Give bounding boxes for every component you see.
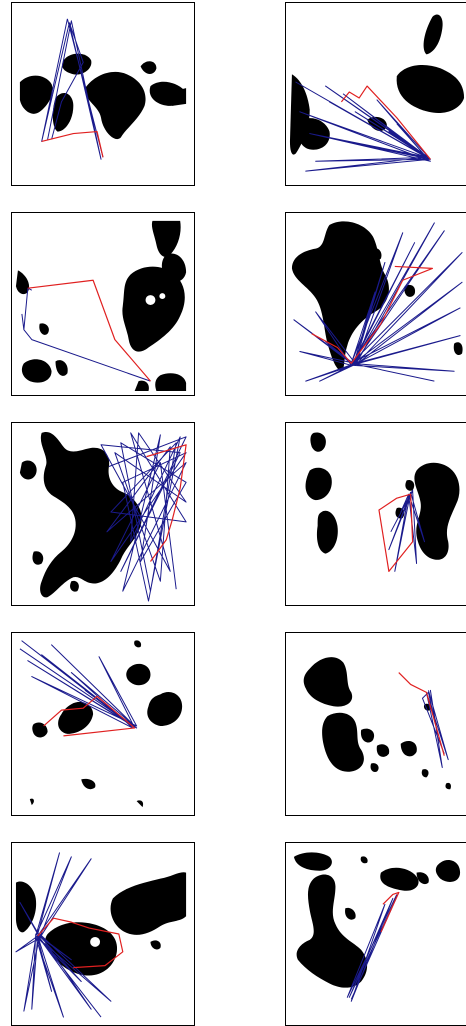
- panel-4-canvas: [291, 221, 463, 382]
- obstacle: [15, 270, 30, 295]
- obstacle: [58, 701, 94, 734]
- obstacle: [150, 940, 161, 950]
- obstacle: [310, 432, 326, 452]
- obstacle: [360, 856, 368, 864]
- obstacle: [19, 460, 37, 480]
- obstacle: [435, 860, 461, 882]
- obstacle: [126, 663, 151, 686]
- obstacle: [345, 907, 356, 920]
- panel-2-canvas: [289, 14, 465, 172]
- exploration-tree: [295, 81, 431, 172]
- obstacle: [372, 248, 382, 261]
- obstacle: [140, 61, 157, 74]
- planned-path: [37, 917, 124, 969]
- panel-1-canvas: [19, 18, 187, 160]
- panel-9-canvas: [15, 852, 187, 1018]
- obstacle: [62, 53, 92, 75]
- obstacle: [147, 691, 183, 726]
- obstacle: [380, 867, 419, 891]
- obstacle: [293, 852, 332, 871]
- exploration-tree: [422, 689, 449, 769]
- obstacle: [360, 728, 375, 743]
- obstacle: [322, 712, 364, 772]
- obstacle: [21, 359, 52, 383]
- obstacle: [414, 462, 460, 560]
- obstacle: [29, 798, 34, 806]
- obstacle: [404, 284, 416, 297]
- obstacle: [136, 800, 144, 808]
- obstacle: [151, 220, 181, 257]
- planned-path: [380, 891, 400, 933]
- panel-7-canvas: [19, 640, 183, 808]
- obstacle: [19, 75, 53, 114]
- obstacle: [70, 580, 79, 592]
- obstacle: [296, 874, 368, 988]
- obstacle-hole: [90, 936, 101, 947]
- exploration-tree: [293, 222, 463, 382]
- panel-6: [285, 422, 466, 606]
- panel-7: [11, 632, 195, 816]
- obstacle-hole: [145, 295, 156, 305]
- panel-6-canvas: [305, 432, 460, 572]
- panel-2: [285, 2, 466, 186]
- obstacle: [305, 467, 332, 501]
- obstacle-hole: [159, 293, 166, 300]
- obstacle: [400, 740, 417, 757]
- obstacle: [81, 778, 96, 790]
- obstacle: [370, 763, 379, 772]
- obstacle: [445, 782, 451, 790]
- obstacle: [423, 14, 443, 55]
- obstacle: [161, 253, 187, 282]
- panel-10-canvas: [293, 852, 461, 1002]
- planned-path: [43, 695, 136, 737]
- obstacle: [39, 323, 49, 335]
- obstacle: [367, 116, 387, 131]
- obstacle: [396, 65, 465, 114]
- panel-8-canvas: [303, 657, 451, 790]
- exploration-tree: [100, 432, 187, 602]
- obstacle: [421, 769, 429, 778]
- obstacle: [298, 118, 330, 150]
- obstacle: [405, 479, 415, 491]
- obstacle: [170, 88, 187, 106]
- planned-path: [41, 130, 104, 158]
- obstacle: [453, 342, 463, 355]
- planned-path: [27, 279, 151, 382]
- panel-5: [11, 422, 195, 606]
- obstacle: [110, 872, 187, 935]
- planned-path: [398, 672, 445, 756]
- exploration-tree: [15, 852, 112, 1018]
- panel-4: [285, 212, 466, 396]
- panel-1: [11, 2, 195, 186]
- planned-path: [146, 444, 187, 562]
- panel-9: [11, 842, 195, 1026]
- obstacle: [40, 431, 142, 598]
- obstacle: [32, 722, 48, 738]
- planned-path: [340, 85, 431, 160]
- panel-3-canvas: [15, 220, 187, 392]
- obstacle: [291, 221, 389, 372]
- obstacle: [15, 881, 37, 933]
- obstacle: [316, 510, 338, 554]
- obstacle: [134, 640, 142, 648]
- obstacle: [55, 360, 68, 376]
- planned-path: [378, 493, 414, 572]
- obstacle: [303, 657, 353, 707]
- obstacle: [32, 551, 44, 565]
- panel-3: [11, 212, 195, 396]
- obstacle: [85, 71, 146, 140]
- exploration-tree: [388, 489, 425, 572]
- panel-5-canvas: [19, 431, 187, 602]
- obstacle: [416, 872, 429, 885]
- planned-path: [311, 265, 433, 364]
- obstacle: [134, 380, 149, 392]
- panel-8: [285, 632, 466, 816]
- obstacle: [52, 92, 74, 132]
- obstacle: [155, 373, 187, 392]
- panel-10: [285, 842, 466, 1026]
- obstacle: [122, 266, 185, 352]
- obstacle: [376, 744, 390, 757]
